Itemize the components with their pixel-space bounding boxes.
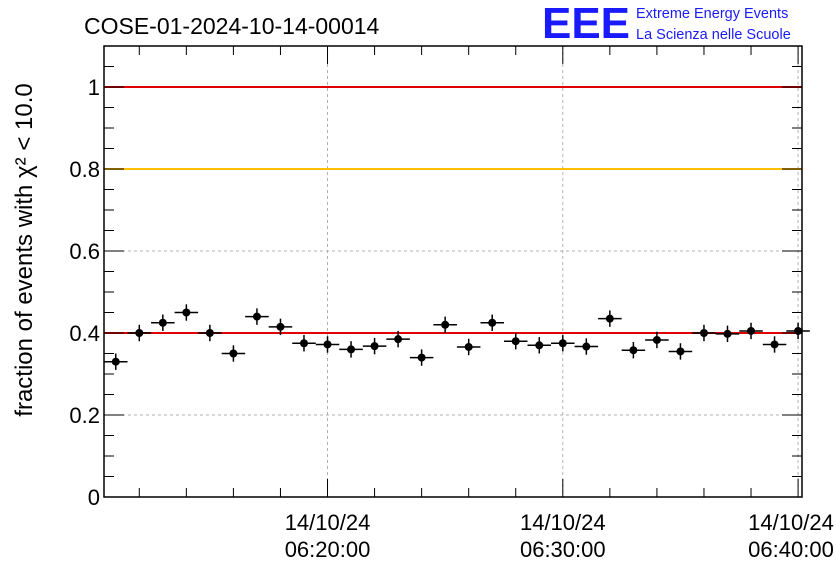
data-point [315, 336, 340, 353]
point-marker [441, 320, 450, 329]
point-marker [652, 335, 661, 344]
data-point [127, 324, 152, 342]
data-point [503, 333, 528, 350]
y-tick-label: 0.8 [69, 157, 100, 182]
point-marker [605, 314, 614, 323]
eee-logo: EEE Extreme Energy Events La Scienza nel… [542, 0, 791, 48]
y-tick-label: 0 [88, 485, 100, 510]
point-marker [182, 308, 191, 317]
axes: 00.20.40.60.8114/10/2406:20:0014/10/2406… [69, 45, 834, 562]
point-marker [511, 337, 520, 346]
point-marker [676, 347, 685, 356]
data-point [551, 335, 575, 352]
point-marker [276, 322, 285, 331]
logo-letters: EEE [542, 0, 630, 48]
point-marker [370, 342, 379, 351]
data-point [386, 330, 410, 348]
data-point [292, 335, 316, 352]
data-point [527, 337, 552, 354]
x-tick-label-date: 14/10/24 [520, 510, 606, 535]
data-point [739, 322, 763, 340]
y-tick-label: 0.2 [69, 403, 100, 428]
point-marker [229, 349, 238, 358]
y-tick-label: 0.4 [69, 321, 100, 346]
point-marker [323, 340, 332, 349]
logo-line-2: La Scienza nelle Scuole [636, 27, 791, 43]
x-tick-label-date: 14/10/24 [748, 510, 834, 535]
point-marker [699, 329, 708, 337]
data-point [409, 349, 434, 366]
data-point [456, 338, 481, 356]
data-point [268, 318, 293, 336]
data-point [339, 341, 363, 358]
data-point [362, 337, 387, 355]
point-marker [205, 329, 214, 337]
point-marker [535, 341, 544, 350]
data-point [668, 343, 693, 360]
point-marker [723, 329, 732, 338]
logo-line-1: Extreme Energy Events [636, 6, 788, 22]
point-marker [794, 326, 803, 335]
y-tick-label: 1 [88, 75, 100, 100]
point-marker [488, 318, 497, 327]
point-marker [417, 353, 426, 362]
point-marker [582, 342, 591, 351]
x-tick-label-time: 06:40:00 [748, 537, 834, 562]
point-marker [158, 318, 167, 327]
data-points [104, 304, 810, 370]
point-marker [394, 335, 403, 344]
point-marker [747, 326, 756, 335]
data-point [762, 336, 787, 353]
x-tick-label-date: 14/10/24 [285, 510, 371, 535]
y-tick-label: 0.6 [69, 239, 100, 264]
x-tick-label-time: 06:20:00 [285, 537, 371, 562]
point-marker [770, 340, 779, 349]
point-marker [464, 342, 473, 351]
data-point [645, 331, 669, 349]
data-point [245, 308, 269, 325]
data-point [221, 345, 246, 362]
y-axis-label: fraction of events with χ² < 10.0 [11, 83, 38, 416]
data-point [151, 314, 175, 331]
data-point [574, 338, 599, 355]
data-point [692, 324, 716, 342]
data-point [174, 304, 199, 321]
chart-title: COSE-01-2024-10-14-00014 [84, 13, 380, 39]
data-point [598, 310, 622, 327]
point-marker [252, 312, 261, 321]
data-point [715, 325, 740, 343]
point-marker [347, 345, 356, 354]
point-marker [135, 329, 144, 337]
point-marker [629, 346, 638, 355]
point-marker [299, 339, 308, 348]
data-point [198, 324, 222, 342]
point-marker [111, 357, 120, 366]
data-point [104, 353, 128, 370]
data-point [480, 314, 504, 331]
point-marker [558, 339, 567, 348]
x-tick-label-time: 06:30:00 [520, 537, 606, 562]
data-point [621, 342, 646, 359]
data-point [433, 316, 457, 333]
